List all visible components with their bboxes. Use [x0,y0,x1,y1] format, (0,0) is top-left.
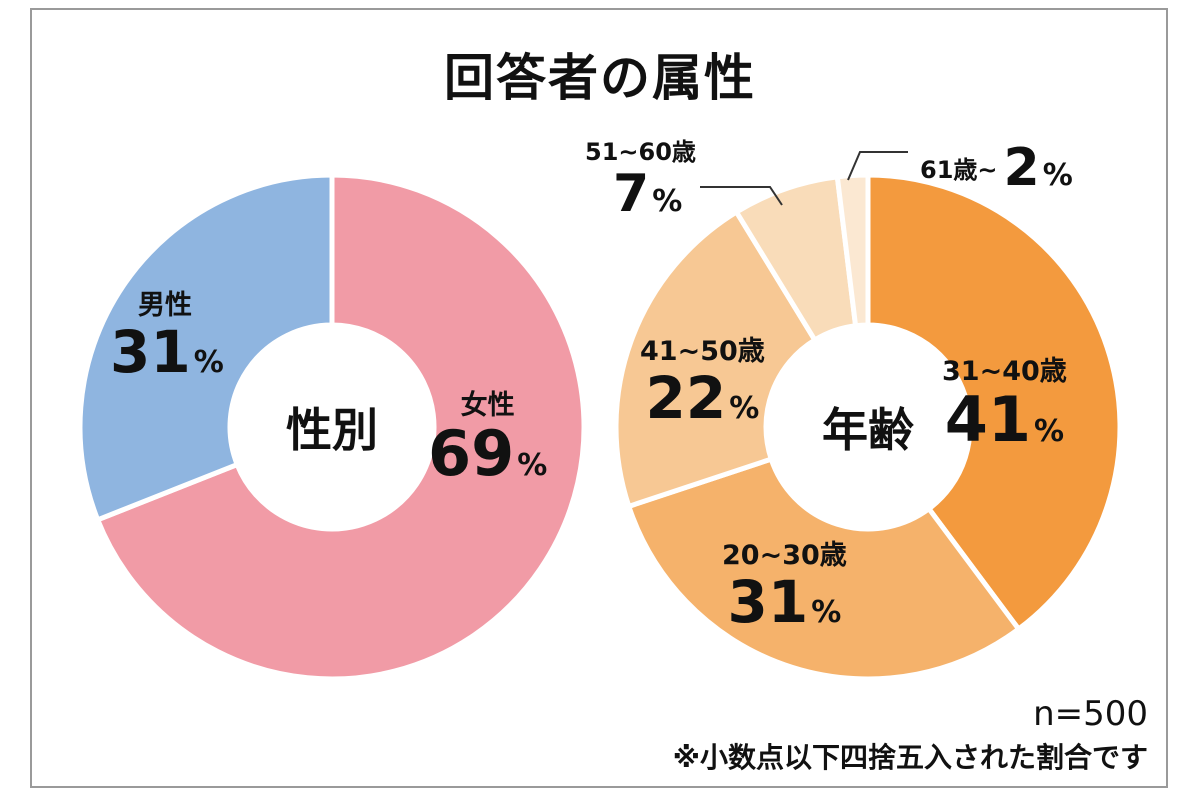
percent-sign: % [1034,414,1065,449]
leader-lines [700,151,908,206]
slice-name: 41~50歳 [640,336,765,367]
slice-label-31-40: 31~40歳 41% [942,358,1067,451]
slice-value: 2 [1003,138,1040,198]
pie-slice [613,208,819,510]
leader-line-61-plus [847,151,908,181]
slice-value: 22 [645,364,727,432]
slice-label-41-50: 41~50歳 22% [640,338,765,427]
slice-name: 31~40歳 [942,356,1067,387]
slice-label-male: 男性 31% [110,292,224,381]
slice-value: 31 [110,318,191,386]
percent-sign: % [1042,158,1073,193]
gender-center-label: 性別 [286,403,378,457]
slice-value: 41 [944,383,1031,456]
slice-label-female: 女性 69% [428,392,547,485]
slice-label-61-plus: 61歳~ 2% [920,138,1073,194]
slice-value: 7 [613,164,650,224]
age-donut [613,172,1123,682]
slice-name: 51~60歳 [585,138,696,166]
pie-slice [77,172,335,524]
slice-name: 61歳~ [920,156,998,184]
percent-sign: % [811,595,842,630]
percent-sign: % [652,184,683,219]
age-center-label: 年齢 [822,403,914,457]
percent-sign: % [193,345,224,380]
slice-label-51-60: 51~60歳 7% [585,140,696,220]
leader-line-51-60 [700,186,783,206]
slice-value: 31 [727,568,809,636]
slice-name: 女性 [460,390,515,421]
pie-slice [865,172,1123,633]
pie-slice [625,455,1023,682]
gender-donut [77,172,587,682]
pie-slice [94,172,587,682]
percent-sign: % [729,391,760,426]
slice-label-20-30: 20~30歳 31% [722,542,847,631]
sample-size-note: n=500 [1033,694,1148,734]
pie-slice [834,172,871,329]
slice-value: 69 [428,417,515,490]
chart-title: 回答者の属性 [444,49,756,107]
slice-name: 20~30歳 [722,540,847,571]
rounding-note: ※小数点以下四捨五入された割合です [672,741,1148,774]
slice-name: 男性 [138,290,192,321]
percent-sign: % [517,448,548,483]
